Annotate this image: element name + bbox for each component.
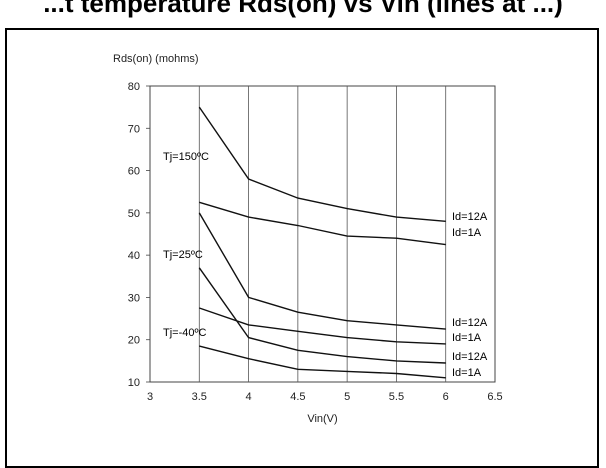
y-tick-label: 20 xyxy=(128,335,140,347)
y-tick-label: 80 xyxy=(128,81,140,93)
x-axis-label: Vin(V) xyxy=(307,413,337,425)
current-annotation: Id=12A xyxy=(452,351,488,363)
current-annotation: Id=12A xyxy=(452,317,488,329)
title-strip: ...t temperature Rds(on) vs Vin (lines a… xyxy=(0,0,606,30)
plot-area xyxy=(149,85,496,383)
rds-vs-vin-chart: 10 20 30 40 50 60 70 80 3 3.5 4 4.5 5 5.5 6 6.5 Rds(on) … xyxy=(113,53,503,425)
y-axis-label: Rds(on) (mohms) xyxy=(113,53,199,65)
x-tick-label: 6 xyxy=(443,391,449,403)
series-line-5 xyxy=(199,307,446,345)
x-tick-label: 3.5 xyxy=(192,391,207,403)
temperature-annotation: Tj=-40ºC xyxy=(163,327,207,339)
y-tick-label: 50 xyxy=(128,208,140,220)
y-tick-label: 70 xyxy=(128,123,140,135)
x-tick-label: 5.5 xyxy=(389,391,404,403)
page-title: ...t temperature Rds(on) vs Vin (lines a… xyxy=(43,0,563,18)
temperature-annotation: Tj=150ºC xyxy=(163,151,209,163)
x-tick-label: 3 xyxy=(147,391,153,403)
current-annotation: Id=12A xyxy=(452,211,488,223)
temperature-annotation: Tj=25ºC xyxy=(163,249,203,261)
x-tick-label: 5 xyxy=(344,391,350,403)
y-tick-label: 10 xyxy=(128,377,140,389)
current-annotation: Id=1A xyxy=(452,332,482,344)
y-tick-label: 60 xyxy=(128,166,140,178)
series-line-6 xyxy=(199,345,446,379)
y-tick-label: 30 xyxy=(128,292,140,304)
y-tick-label: 40 xyxy=(128,250,140,262)
current-annotation: Id=1A xyxy=(452,227,482,239)
current-annotation: Id=1A xyxy=(452,367,482,379)
x-tick-label: 4.5 xyxy=(290,391,305,403)
x-tick-label: 6.5 xyxy=(487,391,502,403)
series-line-3 xyxy=(198,212,446,330)
series-line-2 xyxy=(199,201,446,246)
series-line-4 xyxy=(198,267,446,364)
x-tick-label: 4 xyxy=(246,391,252,403)
series-line-1 xyxy=(198,106,446,222)
